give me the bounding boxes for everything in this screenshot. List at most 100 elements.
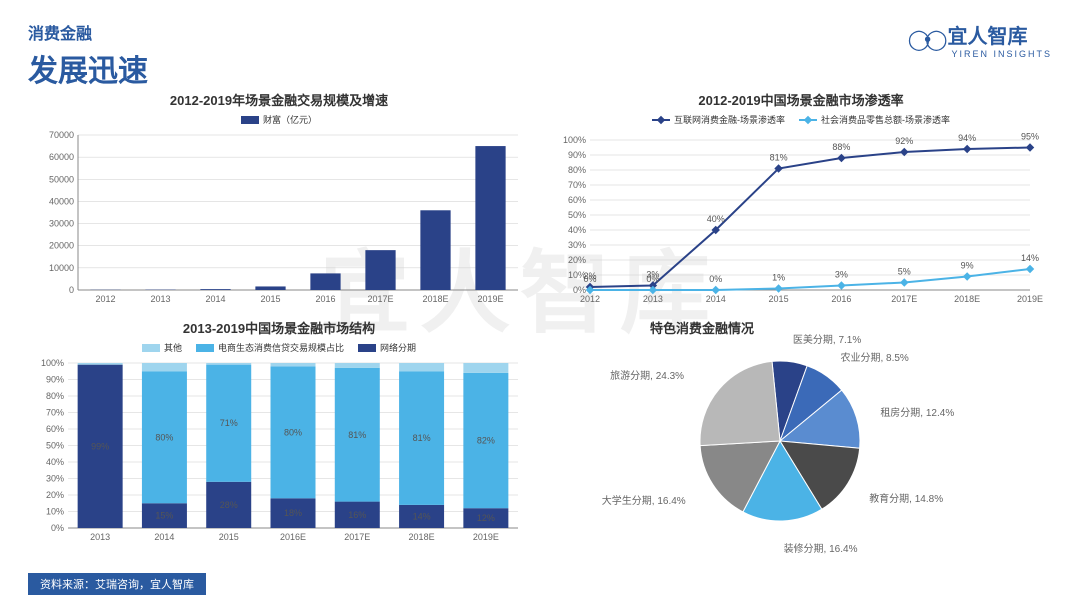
svg-text:88%: 88% (832, 142, 850, 152)
legend-item: 网络分期 (358, 341, 416, 354)
stacked-chart: 2013-2019中国场景金融市场结构 其他电商生态消费信贷交易规模占比网络分期… (28, 318, 530, 548)
svg-text:95%: 95% (1021, 132, 1039, 142)
svg-text:81%: 81% (348, 430, 366, 440)
svg-text:16%: 16% (348, 510, 366, 520)
line-legend: 互联网消费金融-场景渗透率社会消费品零售总额-场景渗透率 (550, 113, 1052, 126)
legend-label: 财富（亿元） (263, 113, 317, 126)
svg-text:40000: 40000 (49, 196, 74, 206)
svg-text:2014: 2014 (205, 294, 225, 304)
pie-chart: 特色消费金融情况 医美分期, 7.1%农业分期, 8.5%租房分期, 12.4%… (550, 318, 1052, 548)
svg-text:2012: 2012 (580, 294, 600, 304)
svg-text:2015: 2015 (769, 294, 789, 304)
svg-text:80%: 80% (568, 165, 586, 175)
svg-text:2015: 2015 (260, 294, 280, 304)
pie-label: 大学生分期, 16.4% (602, 492, 686, 507)
logo-icon: ◯•◯ (908, 27, 942, 52)
svg-text:2016E: 2016E (280, 532, 306, 542)
svg-text:81%: 81% (413, 433, 431, 443)
svg-text:30%: 30% (568, 240, 586, 250)
bar-chart-svg: 0100002000030000400005000060000700002012… (28, 130, 528, 310)
svg-text:50%: 50% (568, 210, 586, 220)
svg-text:1%: 1% (772, 273, 785, 283)
svg-text:0%: 0% (583, 274, 596, 284)
svg-text:70%: 70% (568, 180, 586, 190)
svg-text:2017E: 2017E (367, 294, 393, 304)
pie-label: 装修分期, 16.4% (784, 540, 858, 555)
svg-text:2013: 2013 (90, 532, 110, 542)
svg-text:9%: 9% (961, 261, 974, 271)
svg-text:2013: 2013 (643, 294, 663, 304)
svg-text:0: 0 (69, 285, 74, 295)
svg-text:2017E: 2017E (891, 294, 917, 304)
svg-text:40%: 40% (568, 225, 586, 235)
svg-text:71%: 71% (220, 418, 238, 428)
line-chart: 2012-2019中国场景金融市场渗透率 互联网消费金融-场景渗透率社会消费品零… (550, 90, 1052, 310)
svg-text:100%: 100% (563, 135, 586, 145)
svg-text:40%: 40% (46, 457, 64, 467)
pie-label: 医美分期, 7.1% (793, 331, 861, 346)
svg-text:2014: 2014 (154, 532, 174, 542)
chart-title: 2013-2019中国场景金融市场结构 (28, 318, 530, 337)
svg-text:20000: 20000 (49, 241, 74, 251)
svg-text:92%: 92% (895, 136, 913, 146)
svg-text:20%: 20% (46, 490, 64, 500)
header: 消费金融 发展迅速 ◯•◯ 宜人智库 YIREN INSIGHTS (0, 0, 1080, 90)
svg-text:60%: 60% (46, 424, 64, 434)
title-block: 消费金融 发展迅速 (28, 20, 148, 90)
svg-text:82%: 82% (477, 436, 495, 446)
svg-text:60000: 60000 (49, 152, 74, 162)
subtitle: 消费金融 (28, 20, 148, 44)
svg-text:70%: 70% (46, 408, 64, 418)
svg-text:2014: 2014 (706, 294, 726, 304)
svg-text:14%: 14% (1021, 253, 1039, 263)
svg-text:90%: 90% (568, 150, 586, 160)
svg-text:2015: 2015 (219, 532, 239, 542)
svg-text:18%: 18% (284, 508, 302, 518)
svg-text:0%: 0% (709, 274, 722, 284)
stacked-chart-svg: 0%10%20%30%40%50%60%70%80%90%100%99%2013… (28, 358, 528, 548)
svg-text:50000: 50000 (49, 174, 74, 184)
svg-text:15%: 15% (155, 511, 173, 521)
svg-text:3%: 3% (835, 270, 848, 280)
svg-text:70000: 70000 (49, 130, 74, 140)
svg-text:2017E: 2017E (344, 532, 370, 542)
svg-text:2018E: 2018E (409, 532, 435, 542)
svg-text:90%: 90% (46, 375, 64, 385)
svg-text:10%: 10% (46, 507, 64, 517)
svg-text:2019E: 2019E (477, 294, 503, 304)
svg-text:2019E: 2019E (1017, 294, 1043, 304)
svg-text:0%: 0% (51, 523, 64, 533)
svg-text:80%: 80% (155, 432, 173, 442)
legend-item: 其他 (142, 341, 182, 354)
svg-text:40%: 40% (707, 214, 725, 224)
svg-text:28%: 28% (220, 500, 238, 510)
pie-label: 旅游分期, 24.3% (610, 367, 684, 382)
bar-legend: 财富（亿元） (28, 113, 530, 126)
line-chart-svg: 0%10%20%30%40%50%60%70%80%90%100%2012201… (550, 130, 1050, 310)
stacked-legend: 其他电商生态消费信贷交易规模占比网络分期 (28, 341, 530, 354)
svg-text:20%: 20% (568, 255, 586, 265)
legend-swatch (241, 116, 259, 124)
svg-text:2016: 2016 (315, 294, 335, 304)
pie-label: 农业分期, 8.5% (840, 349, 908, 364)
logo: ◯•◯ 宜人智库 YIREN INSIGHTS (908, 20, 1052, 59)
svg-text:94%: 94% (958, 133, 976, 143)
svg-text:81%: 81% (770, 153, 788, 163)
legend-item: 互联网消费金融-场景渗透率 (652, 113, 785, 126)
svg-text:2018E: 2018E (954, 294, 980, 304)
svg-text:80%: 80% (46, 391, 64, 401)
svg-text:5%: 5% (898, 267, 911, 277)
main-title: 发展迅速 (28, 46, 148, 90)
logo-text: 宜人智库 (947, 20, 1052, 49)
pie-wrap: 医美分期, 7.1%农业分期, 8.5%租房分期, 12.4%教育分期, 14.… (550, 341, 1050, 541)
svg-text:30%: 30% (46, 474, 64, 484)
logo-subtext: YIREN INSIGHTS (951, 49, 1052, 59)
svg-text:2012: 2012 (95, 294, 115, 304)
svg-text:0%: 0% (646, 274, 659, 284)
svg-text:10000: 10000 (49, 263, 74, 273)
svg-text:80%: 80% (284, 427, 302, 437)
svg-text:100%: 100% (41, 358, 64, 368)
svg-text:2019E: 2019E (473, 532, 499, 542)
svg-text:2016: 2016 (831, 294, 851, 304)
pie-label: 租房分期, 12.4% (880, 404, 954, 419)
